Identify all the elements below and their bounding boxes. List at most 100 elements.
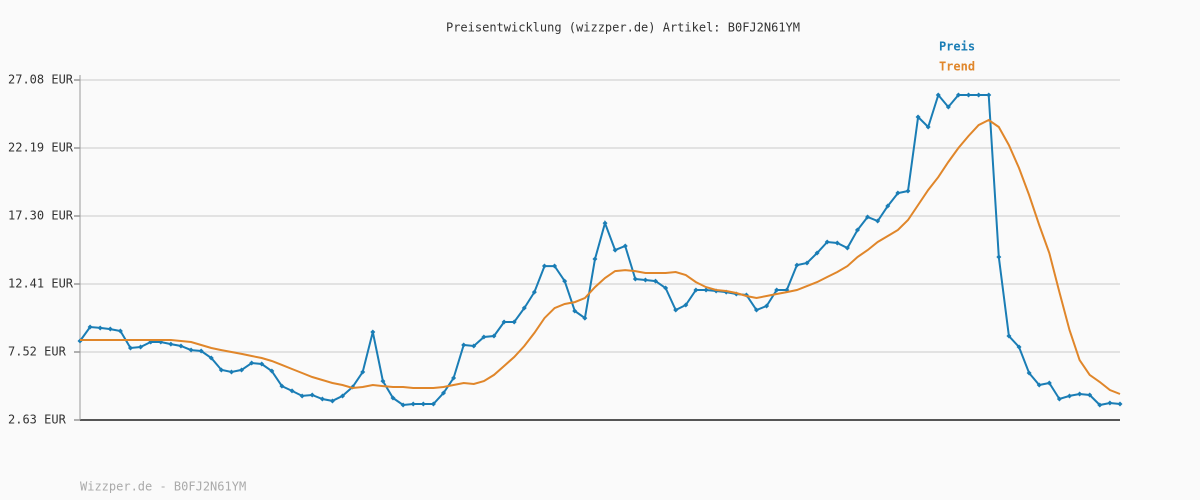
data-point — [259, 361, 265, 367]
data-point — [663, 285, 669, 291]
data-point — [239, 367, 245, 373]
data-point — [824, 239, 830, 245]
data-point — [188, 347, 194, 353]
data-point — [198, 348, 204, 354]
data-point — [814, 250, 820, 256]
data-point — [935, 92, 941, 98]
data-point — [400, 402, 406, 408]
data-point — [804, 260, 810, 266]
data-point — [117, 328, 123, 334]
data-point — [410, 401, 416, 407]
data-point — [390, 395, 396, 401]
data-point — [683, 302, 689, 308]
legend-entry: Preis — [939, 40, 975, 54]
data-point — [97, 325, 103, 331]
data-point — [471, 343, 477, 349]
data-point — [552, 263, 558, 269]
data-point — [289, 388, 295, 394]
data-point — [602, 220, 608, 226]
data-point — [228, 369, 234, 375]
data-point — [208, 355, 214, 361]
data-point — [451, 375, 457, 381]
data-point — [138, 344, 144, 350]
data-point — [1097, 402, 1103, 408]
data-point — [622, 243, 628, 249]
data-point — [249, 360, 255, 366]
y-tick-label: 7.52 EUR — [8, 345, 67, 359]
data-point — [309, 392, 315, 398]
data-point — [340, 393, 346, 399]
data-point — [491, 333, 497, 339]
data-point — [168, 341, 174, 347]
data-point — [461, 342, 467, 348]
data-point — [1077, 391, 1083, 397]
data-point — [996, 254, 1002, 260]
data-point — [531, 289, 537, 295]
data-point — [582, 315, 588, 321]
data-point — [925, 124, 931, 130]
data-point — [501, 319, 507, 325]
data-point — [1016, 344, 1022, 350]
data-point — [279, 383, 285, 389]
data-point — [107, 326, 113, 332]
data-point — [612, 247, 618, 253]
y-tick-label: 27.08 EUR — [8, 73, 74, 87]
data-point — [1117, 401, 1123, 407]
data-point — [269, 368, 275, 374]
data-point — [834, 240, 840, 246]
data-point — [915, 114, 921, 120]
y-tick-label: 17.30 EUR — [8, 209, 74, 223]
data-point — [764, 303, 770, 309]
data-point — [955, 92, 961, 98]
data-point — [178, 343, 184, 349]
data-point — [299, 393, 305, 399]
data-point — [653, 278, 659, 284]
y-tick-label: 22.19 EUR — [8, 141, 74, 155]
chart-title: Preisentwicklung (wizzper.de) Artikel: B… — [446, 21, 800, 35]
data-point — [1036, 382, 1042, 388]
data-point — [562, 278, 568, 284]
data-point — [673, 307, 679, 313]
data-point — [966, 92, 972, 98]
legend-entry: Trend — [939, 60, 975, 74]
data-point — [1056, 396, 1062, 402]
data-point — [693, 287, 699, 293]
data-point — [572, 308, 578, 314]
data-point — [905, 188, 911, 194]
data-point — [895, 190, 901, 196]
series-line — [80, 118, 1121, 395]
data-point — [844, 245, 850, 251]
data-point — [360, 369, 366, 375]
data-point — [642, 277, 648, 283]
data-point — [420, 401, 426, 407]
data-point — [632, 276, 638, 282]
data-point — [754, 307, 760, 313]
data-point — [945, 104, 951, 110]
data-point — [87, 324, 93, 330]
data-point — [218, 367, 224, 373]
data-point — [380, 378, 386, 384]
data-point — [875, 218, 881, 224]
data-point — [511, 319, 517, 325]
data-point — [794, 262, 800, 268]
data-point — [592, 256, 598, 262]
y-tick-label: 12.41 EUR — [8, 277, 74, 291]
data-point — [865, 214, 871, 220]
data-point — [541, 263, 547, 269]
data-point — [1026, 370, 1032, 376]
data-point — [1107, 400, 1113, 406]
data-point — [986, 92, 992, 98]
footer: Wizzper.de - B0FJ2N61YM — [80, 480, 246, 494]
data-point — [1046, 380, 1052, 386]
data-point — [774, 287, 780, 293]
data-point — [976, 92, 982, 98]
data-point — [854, 227, 860, 233]
data-point — [481, 334, 487, 340]
y-tick-label: 2.63 EUR — [8, 413, 67, 427]
data-point — [319, 396, 325, 402]
data-point — [370, 329, 376, 335]
data-point — [1006, 333, 1012, 339]
